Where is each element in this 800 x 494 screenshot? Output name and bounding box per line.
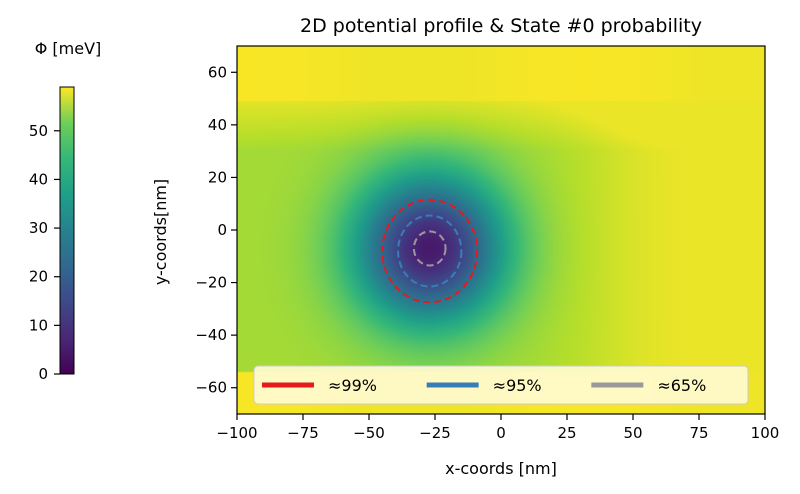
- contour-≈65%: [412, 230, 447, 267]
- chart-title: 2D potential profile & State #0 probabil…: [300, 15, 702, 37]
- x-tick-label: −50: [353, 424, 385, 442]
- x-tick-label: 50: [623, 424, 642, 442]
- colorbar-tick-label: 20: [29, 268, 48, 286]
- colorbar-tick-label: 40: [29, 170, 48, 188]
- y-tick-label: 0: [217, 221, 227, 239]
- y-tick-label: −40: [195, 326, 227, 344]
- probability-contours: [381, 198, 479, 304]
- x-tick-label: −75: [287, 424, 319, 442]
- colorbar-tick-label: 10: [29, 316, 48, 334]
- colorbar-label: Φ [meV]: [35, 39, 102, 58]
- colorbar-ticks: 0 10 20 30 40 50: [29, 122, 60, 383]
- legend-label: ≈65%: [657, 376, 706, 395]
- x-tick-label: 25: [557, 424, 576, 442]
- contour-≈95%: [397, 214, 463, 288]
- y-axis-ticks: −60 −40 −20 0 20 40 60: [195, 63, 237, 397]
- x-tick-label: 75: [689, 424, 708, 442]
- y-tick-label: −20: [195, 274, 227, 292]
- x-tick-label: 0: [496, 424, 506, 442]
- potential-heatmap: [237, 46, 765, 414]
- legend-box: [253, 365, 749, 405]
- y-tick-label: 40: [208, 116, 227, 134]
- y-tick-label: −60: [195, 379, 227, 397]
- x-tick-label: 100: [751, 424, 780, 442]
- colorbar: [59, 86, 75, 375]
- x-axis-ticks: −100 −75 −50 −25 0 25 50 75 100: [216, 414, 779, 442]
- legend-label: ≈99%: [328, 376, 377, 395]
- y-axis-label: y-coords[nm]: [151, 179, 170, 285]
- x-tick-label: −100: [216, 424, 257, 442]
- legend-label: ≈95%: [493, 376, 542, 395]
- colorbar-tick-label: 50: [29, 122, 48, 140]
- x-tick-label: −25: [419, 424, 451, 442]
- colorbar-tick-label: 30: [29, 219, 48, 237]
- y-tick-label: 20: [208, 168, 227, 186]
- legend: ≈99% ≈95% ≈65%: [253, 365, 749, 405]
- colorbar-tick-label: 0: [38, 365, 48, 383]
- contour-≈99%: [381, 198, 479, 304]
- x-axis-label: x-coords [nm]: [445, 459, 557, 478]
- y-tick-label: 60: [208, 63, 227, 81]
